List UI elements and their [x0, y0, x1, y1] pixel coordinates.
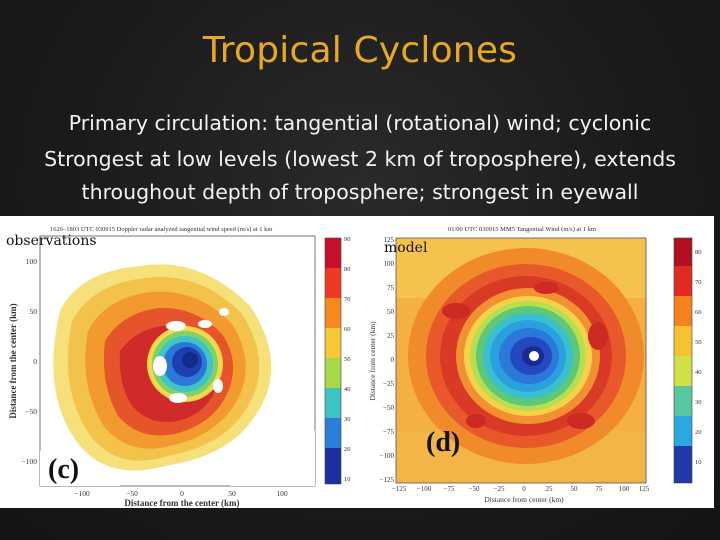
- model-colorbar-tick: 10: [695, 459, 702, 466]
- model-plot-frame: [395, 237, 647, 484]
- model-colorbar-tick: 60: [695, 309, 702, 316]
- model-x-tick: −75: [444, 485, 455, 493]
- model-x-tick: 125: [639, 485, 650, 493]
- model-colorbar-tick: 20: [695, 429, 702, 436]
- bullet-line-2: Strongest at low levels (lowest 2 km of …: [44, 147, 676, 171]
- observations-x-tick: −50: [126, 489, 138, 498]
- model-x-tick: −100: [417, 485, 432, 493]
- observations-colorbar-tick: 80: [344, 266, 351, 273]
- observations-x-tick: 0: [180, 489, 184, 498]
- observations-y-tick: 50: [30, 307, 38, 316]
- observations-colorbar-tick: 10: [344, 476, 351, 483]
- model-y-tick: 50: [387, 308, 395, 316]
- model-y-tick: −100: [380, 452, 395, 460]
- model-colorbar-tick: 30: [695, 399, 702, 406]
- model-colorbar-tick: 50: [695, 339, 702, 346]
- model-figure: 01/00 UTC 030915 MM5 Tangential Wind (m/…: [368, 226, 702, 504]
- observations-colorbar-tick: 20: [344, 446, 351, 453]
- observations-colorbar-tick: 30: [344, 416, 351, 423]
- observations-y-tick: 100: [26, 257, 38, 266]
- model-x-tick: 25: [546, 485, 554, 493]
- observations-figure: 1626–1803 UTC 030915 Doppler radar analy…: [8, 226, 351, 508]
- model-y-tick: −125: [380, 476, 395, 484]
- observations-y-axis-label: Distance from the center (km): [8, 303, 18, 418]
- model-y-axis-label: Distance from center (km): [368, 321, 377, 401]
- model-x-ticks: −125 −100 −75 −50 −25 0 25 50 75 100 125: [392, 485, 650, 493]
- model-x-axis-label: Distance from center (km): [484, 495, 564, 504]
- model-colorbar-tick: 80: [695, 249, 702, 256]
- model-y-tick: 0: [391, 356, 395, 364]
- observations-colorbar-ticks: 90 80 70 60 50 40 30 20 10: [344, 236, 351, 483]
- slide-title: Tropical Cyclones: [202, 30, 518, 71]
- observations-colorbar-tick: 50: [344, 356, 351, 363]
- model-y-tick: 125: [384, 236, 395, 244]
- model-colorbar-tick: 70: [695, 279, 702, 286]
- observations-y-tick: 0: [33, 357, 37, 366]
- model-panel: 01/00 UTC 030915 MM5 Tangential Wind (m/…: [366, 216, 714, 508]
- model-x-tick: 50: [571, 485, 579, 493]
- model-y-tick: 75: [387, 284, 395, 292]
- observations-x-tick: −100: [74, 489, 90, 498]
- model-y-tick: −25: [383, 380, 394, 388]
- observations-colorbar-tick: 70: [344, 296, 351, 303]
- observations-colorbar-tick: 90: [344, 236, 351, 243]
- observations-x-ticks: −100 −50 0 50 100: [74, 489, 288, 498]
- model-label: model: [384, 240, 428, 256]
- model-x-tick: 75: [596, 485, 604, 493]
- observations-panel: 1626–1803 UTC 030915 Doppler radar analy…: [0, 216, 366, 508]
- model-figure-header: 01/00 UTC 030915 MM5 Tangential Wind (m/…: [448, 226, 596, 233]
- bullet-line-3: throughout depth of troposphere; stronge…: [81, 180, 639, 204]
- observations-panel-letter: (c): [48, 454, 79, 485]
- model-y-tick: 100: [384, 260, 395, 268]
- model-x-tick: −125: [392, 485, 407, 493]
- model-panel-letter: (d): [426, 427, 460, 458]
- observations-colorbar-tick: 60: [344, 326, 351, 333]
- observations-label: observations: [6, 233, 97, 249]
- observations-x-tick: 50: [228, 489, 236, 498]
- model-contour-field: [396, 238, 646, 483]
- observations-colorbar-tick: 40: [344, 386, 351, 393]
- observations-y-ticks: 100 50 0 −50 −100: [22, 257, 38, 466]
- model-y-tick: −50: [383, 404, 394, 412]
- observations-x-axis-label: Distance from the center (km): [124, 498, 239, 508]
- observations-x-tick: 100: [276, 489, 288, 498]
- model-x-tick: 100: [619, 485, 630, 493]
- observations-y-tick: −50: [25, 407, 37, 416]
- bullet-line-1: Primary circulation: tangential (rotatio…: [68, 111, 652, 135]
- model-colorbar: [673, 237, 693, 484]
- observations-contour-field: [40, 264, 315, 486]
- model-colorbar-tick: 40: [695, 369, 702, 376]
- model-x-tick: 0: [522, 485, 526, 493]
- model-y-tick: −75: [383, 428, 394, 436]
- model-x-tick: −50: [469, 485, 480, 493]
- model-y-tick: 25: [387, 332, 395, 340]
- observations-colorbar: [324, 237, 342, 485]
- observations-figure-header: 1626–1803 UTC 030915 Doppler radar analy…: [50, 226, 272, 233]
- model-x-tick: −25: [494, 485, 505, 493]
- observations-y-tick: −100: [22, 457, 38, 466]
- model-colorbar-ticks: 80 70 60 50 40 30 20 10: [695, 249, 702, 466]
- model-y-ticks: 125 100 75 50 25 0 −25 −50 −75 −100 −125: [380, 236, 395, 484]
